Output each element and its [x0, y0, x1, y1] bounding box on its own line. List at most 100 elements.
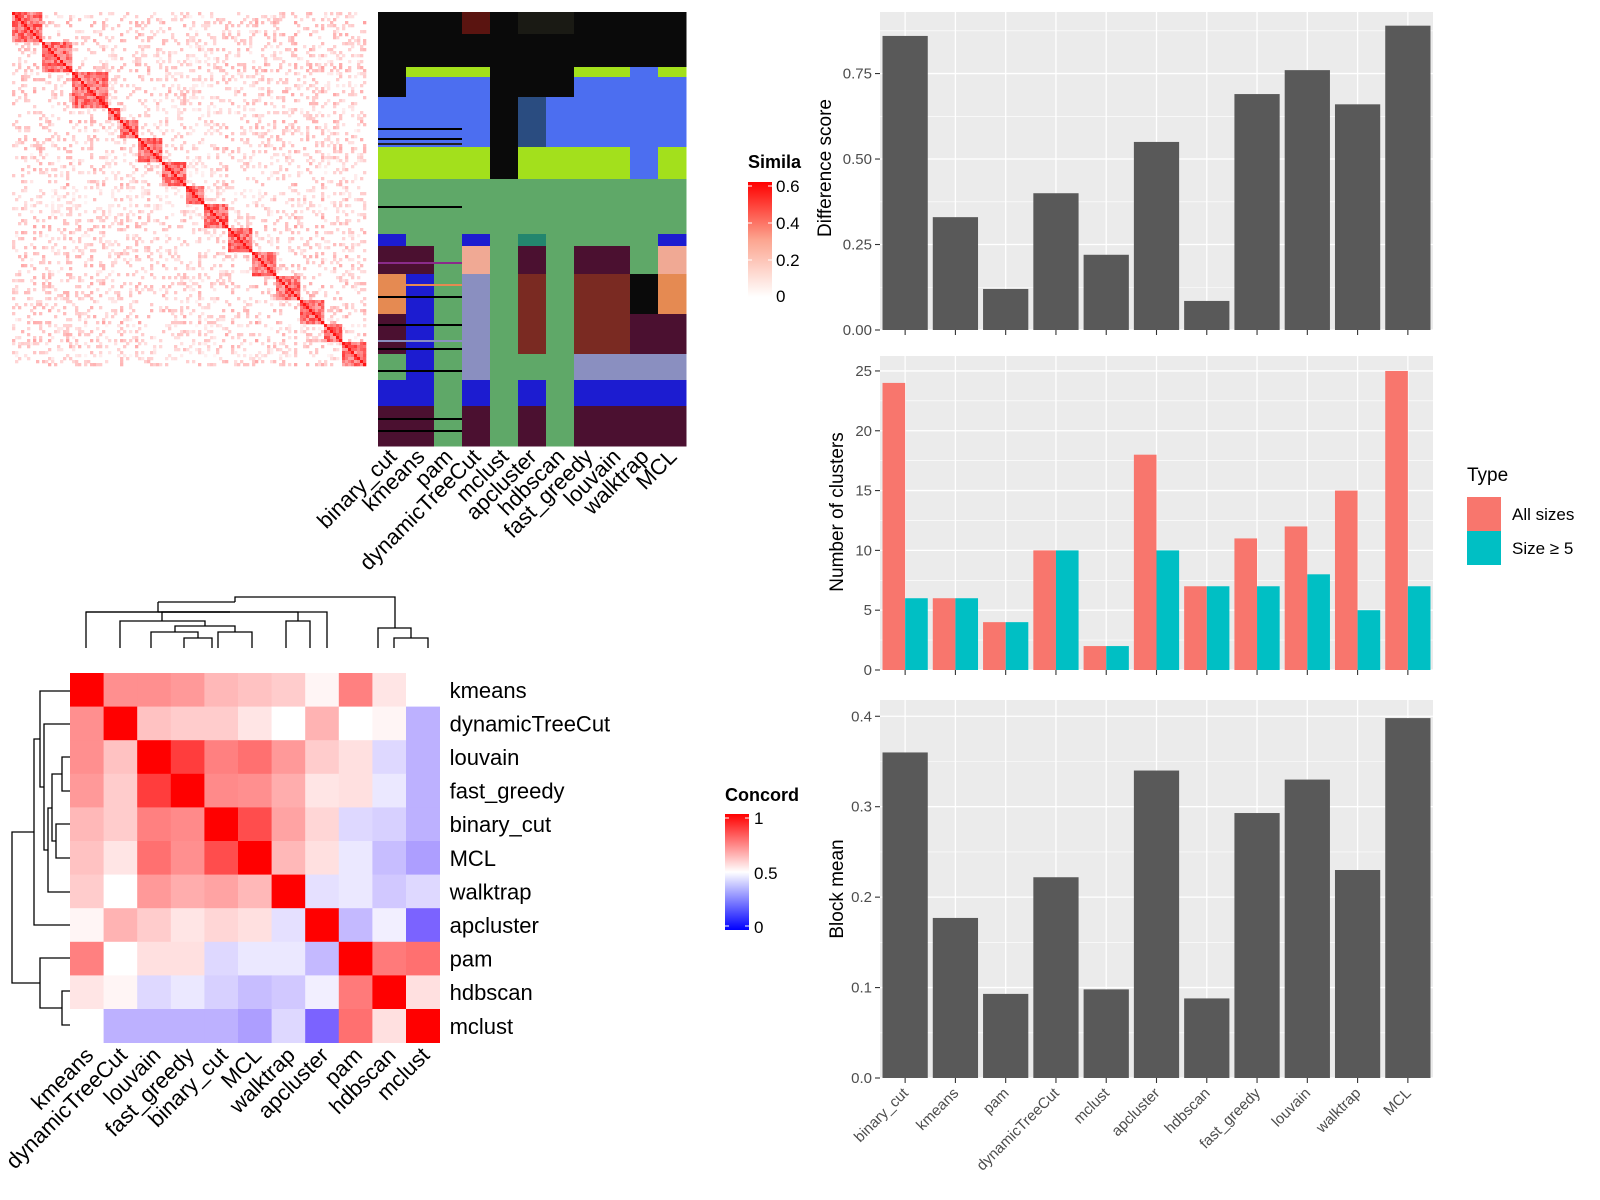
similarity-cell	[36, 252, 40, 256]
similarity-cell	[252, 84, 256, 88]
similarity-cell	[24, 303, 28, 307]
similarity-cell	[39, 336, 43, 340]
membership-cell	[490, 97, 519, 148]
similarity-cell	[291, 108, 295, 112]
similarity-cell	[54, 48, 58, 52]
similarity-cell	[261, 360, 265, 364]
similarity-cell	[168, 60, 172, 64]
membership-stripe	[378, 340, 462, 342]
similarity-cell	[327, 72, 331, 76]
similarity-cell	[102, 225, 106, 229]
similarity-cell	[39, 150, 43, 154]
membership-cell	[434, 314, 463, 355]
similarity-cell	[207, 363, 211, 367]
similarity-cell	[99, 81, 103, 85]
similarity-cell	[111, 195, 115, 199]
similarity-cell	[222, 60, 226, 64]
similarity-cell	[336, 78, 340, 82]
similarity-cell	[324, 207, 328, 211]
concordance-cell	[338, 673, 373, 707]
similarity-cell	[129, 264, 133, 268]
similarity-cell	[93, 21, 97, 25]
similarity-cell	[261, 132, 265, 136]
similarity-cell	[153, 123, 157, 127]
similarity-cell	[105, 90, 109, 94]
similarity-cell	[120, 120, 124, 124]
similarity-cell	[87, 171, 91, 175]
similarity-cell	[252, 102, 256, 106]
similarity-cell	[123, 354, 127, 358]
similarity-cell	[63, 60, 67, 64]
similarity-cell	[288, 153, 292, 157]
similarity-cell	[228, 33, 232, 37]
similarity-cell	[198, 303, 202, 307]
bar	[1234, 94, 1280, 330]
similarity-cell	[204, 342, 208, 346]
similarity-cell	[168, 327, 172, 331]
similarity-cell	[174, 348, 178, 352]
similarity-cell	[30, 318, 34, 322]
similarity-cell	[225, 213, 229, 217]
similarity-cell	[357, 213, 361, 217]
similarity-cell	[222, 198, 226, 202]
similarity-cell	[198, 213, 202, 217]
similarity-cell	[336, 156, 340, 160]
similarity-cell	[267, 339, 271, 343]
similarity-cell	[273, 33, 277, 37]
similarity-cell	[93, 249, 97, 253]
similarity-cell	[174, 249, 178, 253]
similarity-cell	[186, 285, 190, 289]
similarity-cell	[327, 87, 331, 91]
similarity-cell	[255, 360, 259, 364]
similarity-cell	[261, 171, 265, 175]
similarity-cell	[339, 342, 343, 346]
similarity-cell	[90, 117, 94, 121]
similarity-cell	[156, 249, 160, 253]
similarity-cell	[27, 54, 31, 58]
number-of-clusters-axis-title: Number of clusters	[827, 432, 848, 591]
concordance-cell	[103, 941, 138, 976]
similarity-cell	[72, 276, 76, 280]
similarity-cell	[201, 96, 205, 100]
similarity-cell	[342, 24, 346, 28]
similarity-cell	[264, 69, 268, 73]
similarity-cell	[312, 300, 316, 304]
bar	[1334, 870, 1381, 1078]
similarity-cell	[147, 108, 151, 112]
membership-cell	[434, 274, 463, 315]
similarity-cell	[45, 81, 49, 85]
similarity-cell	[168, 177, 172, 181]
similarity-cell	[177, 225, 181, 229]
similarity-cell	[24, 60, 28, 64]
similarity-cell	[222, 240, 226, 244]
similarity-cell	[117, 222, 121, 226]
similarity-cell	[186, 39, 190, 43]
similarity-cell	[87, 234, 91, 238]
similarity-cell	[303, 342, 307, 346]
similarity-cell	[168, 162, 172, 166]
similarity-cell	[312, 294, 316, 298]
concordance-cell	[338, 807, 373, 842]
similarity-cell	[120, 219, 124, 223]
similarity-cell	[198, 291, 202, 295]
similarity-cell	[54, 180, 58, 184]
similarity-cell	[81, 30, 85, 34]
similarity-cell	[102, 219, 106, 223]
similarity-cell	[165, 297, 169, 301]
similarity-cell	[114, 54, 118, 58]
similarity-cell	[321, 159, 325, 163]
similarity-cell	[330, 285, 334, 289]
legend-label-size-ge5: Size ≥ 5	[1512, 539, 1573, 558]
similarity-cell	[72, 336, 76, 340]
similarity-cell	[279, 51, 283, 55]
similarity-cell	[228, 111, 232, 115]
similarity-cell	[285, 327, 289, 331]
similarity-cell	[303, 81, 307, 85]
similarity-cell	[246, 231, 250, 235]
similarity-cell	[33, 204, 37, 208]
similarity-cell	[225, 36, 229, 40]
membership-cell	[574, 274, 603, 315]
similarity-cell	[234, 243, 238, 247]
similarity-cell	[171, 333, 175, 337]
similarity-cell	[285, 48, 289, 52]
